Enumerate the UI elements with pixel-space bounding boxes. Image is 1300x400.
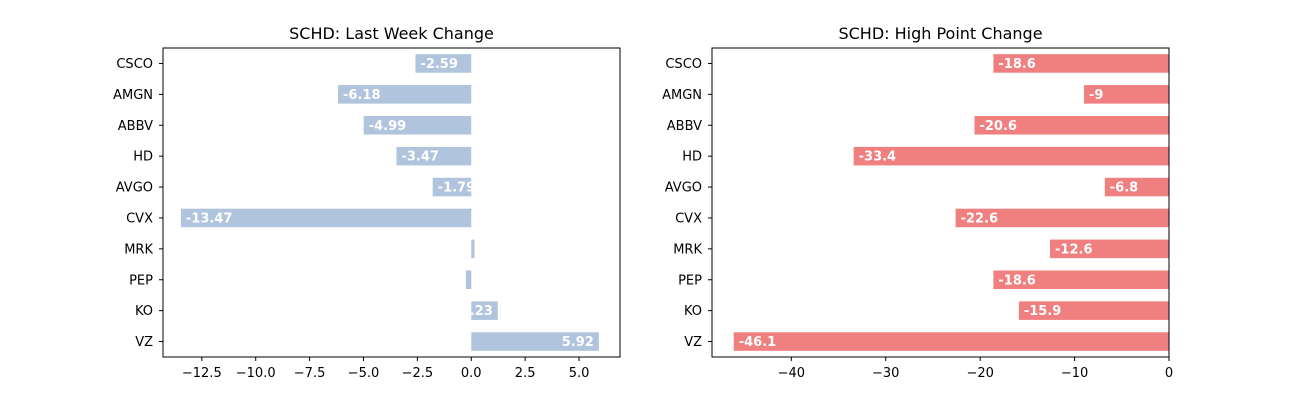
bar-value-label: -33.4	[859, 150, 896, 165]
y-tick-label: ABBV	[667, 119, 702, 134]
bars	[180, 54, 599, 351]
bar-value-label: -20.6	[979, 119, 1016, 134]
chart-title: SCHD: Last Week Change	[289, 24, 494, 43]
bar-abbv	[363, 115, 472, 135]
y-tick-label: KO	[684, 304, 702, 319]
bar-csco	[415, 54, 472, 73]
bar-value-label: -4.99	[369, 119, 406, 134]
y-tick-label: CSCO	[665, 57, 702, 72]
y-tick-label: AVGO	[665, 181, 702, 196]
bar-cvx	[955, 208, 1169, 228]
bar-value-label: 1.23	[461, 304, 493, 319]
bar-value-label: -22.6	[961, 211, 998, 226]
x-tick-label: −10	[1061, 366, 1088, 381]
y-tick-label: AMGN	[662, 88, 702, 103]
bar-ko	[471, 301, 498, 320]
x-tick-label: −5.0	[348, 366, 380, 381]
x-tick-label: −2.5	[402, 366, 434, 381]
plot-frame	[162, 47, 621, 358]
bar-value-label: -13.47	[186, 211, 233, 226]
bar-avgo	[1104, 177, 1169, 197]
bars	[733, 54, 1169, 351]
bar-value-label: -15.9	[1024, 304, 1061, 319]
bar-amgn	[338, 85, 472, 104]
bar-mrk	[471, 239, 475, 259]
bar-hd	[853, 146, 1169, 166]
bar-value-label: -9	[1089, 88, 1103, 103]
bar-value-label: -18.6	[998, 57, 1035, 72]
x-tick-label: −30	[872, 366, 899, 381]
y-tick-label: KO	[135, 304, 153, 319]
bar-value-label: 5.92	[562, 335, 594, 350]
bar-value-label: -2.59	[420, 57, 457, 72]
chart-title: SCHD: High Point Change	[838, 24, 1042, 43]
bar-ko	[1018, 301, 1169, 320]
chart-panel-2: -18.6 -9 -20.6 -33.4 -6.8 -22.6 -12.6 -18.6 -15.…	[662, 24, 1173, 381]
bar-avgo	[432, 177, 472, 197]
bar-value-label: -46.1	[739, 335, 776, 350]
bar-pep	[993, 270, 1169, 290]
bar-value-label: -18.6	[998, 273, 1035, 288]
y-tick-label: HD	[133, 150, 153, 165]
bar-value-label: -3.47	[401, 150, 438, 165]
y-tick-label: VZ	[684, 335, 702, 350]
bar-value-label: -1.79	[438, 181, 475, 196]
bar-pep	[465, 270, 472, 290]
x-tick-label: −7.5	[294, 366, 326, 381]
x-tick-label: 2.5	[515, 366, 536, 381]
bar-cvx	[180, 208, 472, 228]
bar-abbv	[974, 115, 1169, 135]
bar-value-label: -12.6	[1055, 242, 1092, 257]
x-tick-label: −10.0	[236, 366, 276, 381]
bar-vz	[733, 332, 1169, 351]
y-tick-label: VZ	[135, 335, 153, 350]
bar-amgn	[1084, 85, 1169, 104]
x-tick-label: 0.0	[461, 366, 482, 381]
x-tick-label: −40	[778, 366, 805, 381]
bar-hd	[396, 146, 472, 166]
y-tick-label: HD	[682, 150, 702, 165]
y-tick-label: ABBV	[118, 119, 153, 134]
x-tick-label: −12.5	[182, 366, 222, 381]
y-tick-label: MRK	[124, 242, 153, 257]
x-tick-label: −20	[966, 366, 993, 381]
plot-frame	[711, 47, 1170, 358]
y-tick-label: AMGN	[113, 88, 153, 103]
y-tick-label: MRK	[673, 242, 702, 257]
y-tick-label: CVX	[675, 211, 702, 226]
y-tick-label: CSCO	[116, 57, 153, 72]
y-tick-label: AVGO	[116, 181, 153, 196]
x-tick-label: 5.0	[569, 366, 590, 381]
x-tick-label: 0	[1165, 366, 1173, 381]
y-tick-label: CVX	[126, 211, 153, 226]
bar-csco	[993, 54, 1169, 73]
bar-value-label: -6.8	[1110, 181, 1138, 196]
bar-value-label: -6.18	[343, 88, 380, 103]
bar-vz	[471, 332, 599, 351]
y-tick-label: PEP	[678, 273, 702, 288]
chart-panel-1: -2.59 -6.18 -4.99 -3.47 -1.79 -13.47 1.23 5.92 C…	[113, 24, 621, 381]
bar-mrk	[1050, 239, 1169, 259]
y-tick-label: PEP	[129, 273, 153, 288]
